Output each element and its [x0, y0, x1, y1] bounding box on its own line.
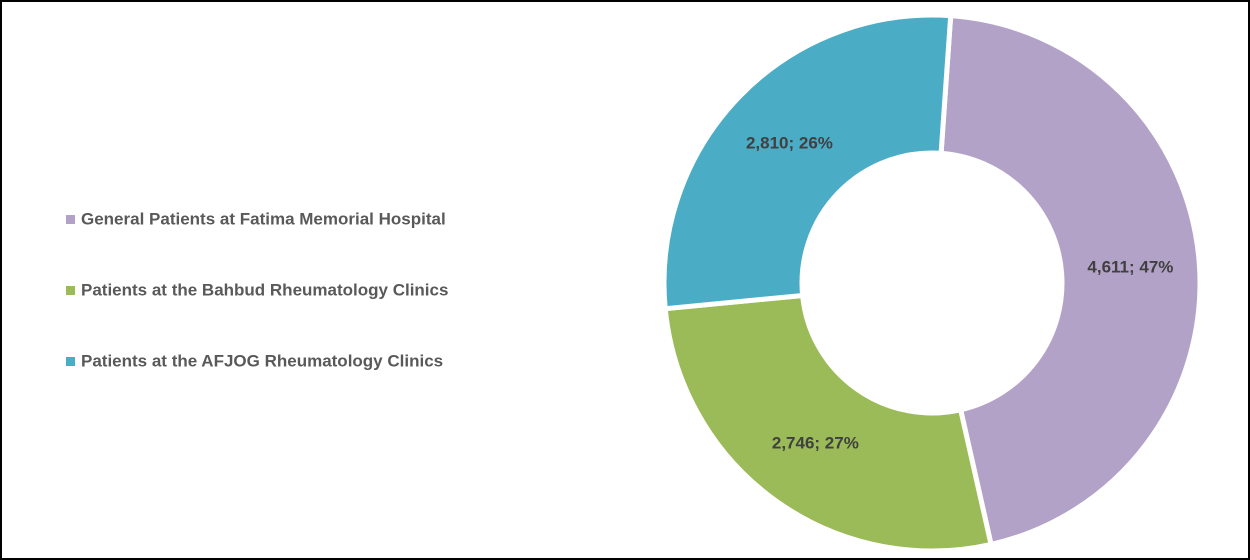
legend-swatch — [66, 357, 75, 366]
donut-slice — [938, 12, 1203, 548]
data-label: 2,746; 27% — [772, 434, 859, 453]
data-label: 4,611; 47% — [1087, 257, 1173, 276]
data-label: 2,810; 26% — [746, 134, 833, 153]
legend-label: Patients at the AFJOG Rheumatology Clini… — [81, 351, 443, 370]
legend-label: Patients at the Bahbud Rheumatology Clin… — [81, 280, 448, 299]
donut-slice — [662, 292, 995, 554]
legend-label: General Patients at Fatima Memorial Hosp… — [81, 209, 446, 228]
donut-slice — [661, 12, 954, 312]
legend-swatch — [66, 215, 75, 224]
legend-swatch — [66, 286, 75, 295]
